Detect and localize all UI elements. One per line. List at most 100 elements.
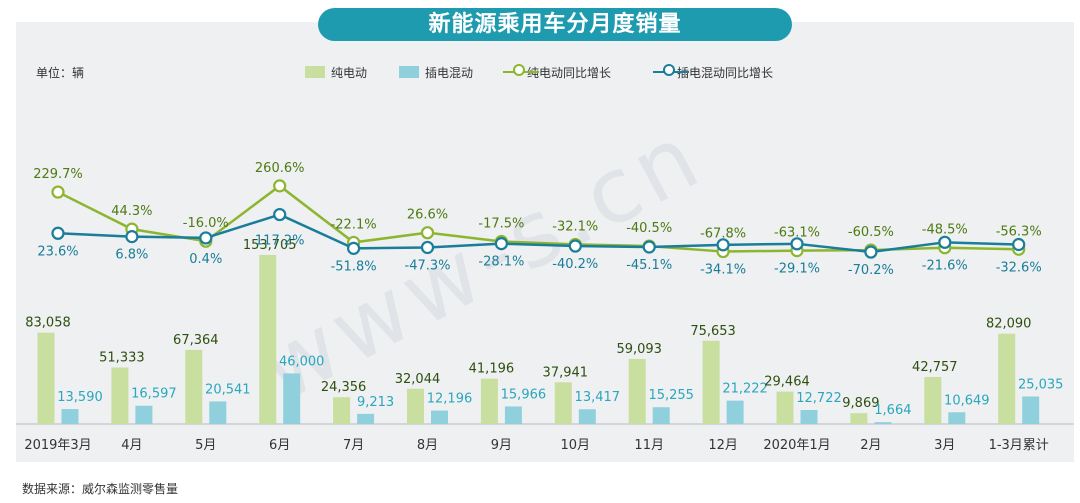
legend-label-phev-bar: 插电混动 [425, 66, 474, 80]
legend-label-bev-line: 纯电动同比增长 [527, 66, 612, 80]
data-label-bev: 59,093 [616, 342, 662, 357]
bar-phev [948, 412, 966, 424]
bar-phev [874, 422, 892, 424]
data-label-bev: 67,364 [173, 333, 219, 348]
data-label-phev: 21,222 [722, 382, 768, 397]
bar-phev [61, 409, 79, 424]
data-label-phev-growth: -51.8% [331, 259, 377, 274]
data-label-phev-growth: -70.2% [848, 263, 894, 278]
data-label-phev: 15,966 [501, 387, 547, 402]
bar-bev [628, 358, 646, 424]
bar-phev [1022, 396, 1040, 424]
bar-bev [37, 332, 55, 424]
legend-marker-phev [663, 64, 675, 76]
legend-item-bev-bar: 纯电动 [305, 64, 367, 81]
x-tick-label: 11月 [634, 438, 664, 453]
data-label-phev-growth: -29.1% [774, 262, 820, 277]
data-label-bev-growth: -40.5% [626, 221, 672, 236]
data-label-phev: 13,590 [57, 390, 103, 405]
data-label-bev-growth: 229.7% [33, 167, 83, 182]
data-label-bev: 82,090 [986, 317, 1032, 332]
series-bev-growth-point [420, 226, 435, 240]
legend-swatch-phev-bar [399, 66, 419, 78]
data-label-phev-growth: 23.6% [37, 244, 78, 259]
bar-phev [431, 410, 448, 424]
data-label-phev: 12,722 [796, 391, 842, 406]
bar-bev [407, 388, 424, 424]
data-label-bev: 41,196 [469, 362, 515, 377]
data-label-phev: 16,597 [131, 387, 177, 402]
data-label-phev-growth: -34.1% [700, 263, 746, 278]
series-phev-growth-line [57, 213, 1019, 254]
x-tick-label: 8月 [417, 438, 438, 453]
series-phev-growth-point [716, 238, 730, 252]
x-tick-label: 12月 [708, 438, 738, 453]
data-label-bev: 42,757 [912, 360, 958, 375]
series-phev-growth-point [51, 226, 65, 240]
data-label-phev-growth: 0.4% [189, 252, 222, 267]
data-label-phev: 20,541 [205, 382, 251, 397]
bar-bev [259, 254, 277, 424]
series-phev-growth-point [642, 240, 656, 254]
x-tick-label: 2019年3月 [24, 438, 91, 453]
data-label-bev: 153,705 [243, 238, 297, 253]
data-label-phev: 1,664 [874, 403, 911, 418]
data-label-bev: 51,333 [99, 351, 145, 366]
bar-phev [283, 373, 301, 424]
data-label-phev-growth: -40.2% [552, 257, 598, 272]
data-label-bev: 24,356 [321, 380, 367, 395]
bar-bev [333, 397, 351, 424]
bar-phev [135, 405, 153, 424]
data-label-bev-growth: 26.6% [407, 208, 448, 223]
series-phev-growth-point [790, 237, 804, 251]
series-phev-growth-point [568, 239, 582, 253]
data-label-bev-growth: -60.5% [848, 225, 894, 240]
series-phev-growth-point [938, 235, 952, 249]
data-label-bev-growth: -22.1% [331, 217, 377, 232]
bar-bev [554, 382, 572, 424]
data-label-phev: 25,035 [1018, 377, 1064, 392]
bar-phev [357, 413, 375, 424]
x-tick-label: 4月 [121, 438, 142, 453]
series-phev-growth-point [199, 231, 213, 245]
data-label-bev: 9,869 [842, 396, 879, 411]
bar-bev [850, 413, 868, 424]
data-label-phev-growth: -28.1% [478, 255, 524, 270]
data-label-phev: 15,255 [648, 388, 694, 403]
data-label-bev-growth: -16.0% [183, 216, 229, 231]
legend-item-bev-line: 纯电动同比增长 [503, 64, 611, 81]
data-label-phev-growth: -32.6% [996, 260, 1042, 275]
x-tick-label: 10月 [561, 438, 591, 453]
data-label-phev: 12,196 [427, 392, 473, 407]
series-phev-growth-point [347, 241, 361, 255]
x-tick-label: 7月 [343, 438, 364, 453]
data-label-phev: 46,000 [279, 354, 325, 369]
data-label-bev-growth: -32.1% [552, 219, 598, 234]
bar-bev [776, 391, 794, 424]
bar-bev [924, 376, 942, 424]
data-label-phev-growth: -45.1% [626, 258, 672, 273]
series-phev-growth-point [494, 237, 508, 251]
x-tick-label: 5月 [195, 438, 216, 453]
x-tick-label: 6月 [269, 438, 290, 453]
series-bev-growth-point [273, 179, 287, 193]
source-label: 数据来源：威尔森监测零售量 [22, 482, 179, 496]
data-label-bev-growth: -56.3% [996, 224, 1042, 239]
x-tick-label: 3月 [934, 438, 955, 453]
bar-phev [800, 410, 818, 424]
x-tick-label: 1-3月累计 [989, 438, 1049, 453]
x-tick-label: 9月 [491, 438, 512, 453]
series-phev-growth-point [273, 207, 287, 222]
series-phev-growth-point [1012, 237, 1026, 252]
data-label-bev: 32,044 [395, 372, 441, 387]
bar-bev [998, 333, 1016, 424]
data-label-phev: 13,417 [575, 390, 621, 405]
data-label-bev-growth: -63.1% [774, 226, 820, 241]
data-label-bev: 83,058 [25, 316, 71, 331]
page-title: 新能源乘用车分月度销量 [318, 8, 792, 41]
legend-label-bev-bar: 纯电动 [331, 66, 368, 80]
series-phev-growth-point [125, 230, 139, 244]
bar-phev [504, 406, 522, 424]
x-tick-label: 2020年1月 [763, 438, 830, 453]
